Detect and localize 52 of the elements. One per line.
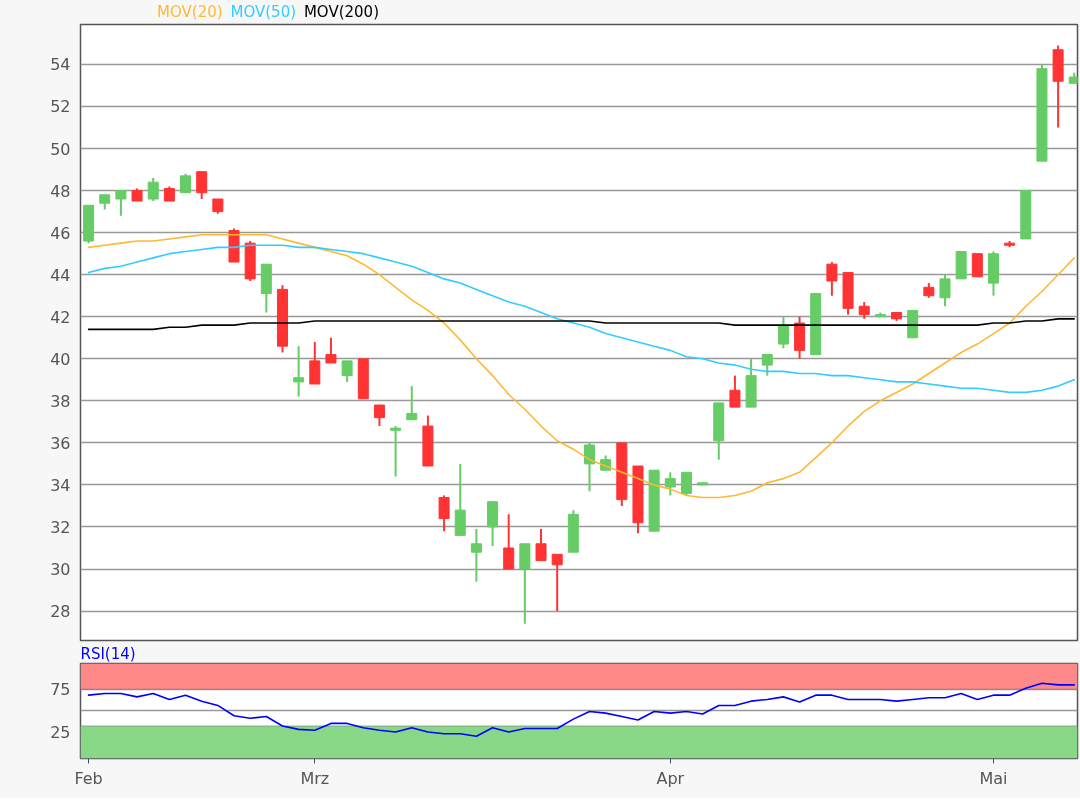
candlestick [406, 385, 418, 421]
candlestick [180, 172, 192, 194]
candlestick [438, 494, 450, 533]
candlestick [939, 273, 951, 308]
candlestick [115, 189, 127, 217]
y-tick-label: 40 [50, 349, 71, 369]
candlestick [341, 359, 353, 383]
candlestick [535, 528, 547, 562]
text: MOV(20) [157, 2, 223, 21]
x-tick-label: Mai [979, 768, 1008, 788]
line-series [87, 233, 1076, 499]
candlestick [470, 528, 482, 583]
y-tick-label: 52 [50, 97, 71, 117]
y-tick-label: 32 [50, 517, 71, 537]
y-tick-label: 34 [50, 475, 71, 495]
y-tick-label: 46 [50, 223, 71, 243]
line-series [87, 682, 1076, 738]
y-tick-label: 28 [50, 602, 71, 622]
candlestick [729, 374, 741, 409]
candlestick [325, 336, 337, 364]
line-series [87, 244, 1076, 394]
x-tick-label: Mrz [300, 768, 330, 788]
x-tick-label: Feb [74, 768, 103, 788]
candlestick [826, 261, 838, 297]
text: MOV(50) [230, 2, 297, 21]
candlestick [551, 553, 563, 613]
candlestick [971, 252, 983, 278]
candlestick [664, 471, 676, 497]
y-tick-label: 75 [50, 680, 71, 700]
text: MOV(200) [303, 2, 379, 21]
candlestick [503, 513, 515, 571]
y-tick-label: 30 [50, 560, 71, 580]
y-tick-label: 42 [50, 307, 71, 327]
candlestick [761, 353, 773, 377]
candlestick [680, 471, 692, 497]
candlestick [309, 340, 321, 386]
chart-title: RSI(14) [80, 645, 136, 663]
candlestick [147, 176, 159, 203]
candlestick [390, 425, 402, 478]
candlestick [583, 441, 596, 493]
y-tick-label: 38 [50, 391, 71, 411]
y-tick-label: 48 [50, 181, 71, 201]
candlestick [196, 170, 208, 200]
y-tick-label: 50 [50, 139, 71, 159]
x-tick-label: Apr [656, 768, 685, 788]
candlestick [777, 315, 789, 350]
y-tick-label: 54 [50, 55, 71, 75]
candlestick [373, 404, 385, 428]
y-tick-label: 25 [50, 722, 71, 742]
y-tick-label: 36 [50, 433, 71, 453]
y-tick-label: 44 [50, 265, 71, 285]
candlestick [293, 345, 305, 398]
